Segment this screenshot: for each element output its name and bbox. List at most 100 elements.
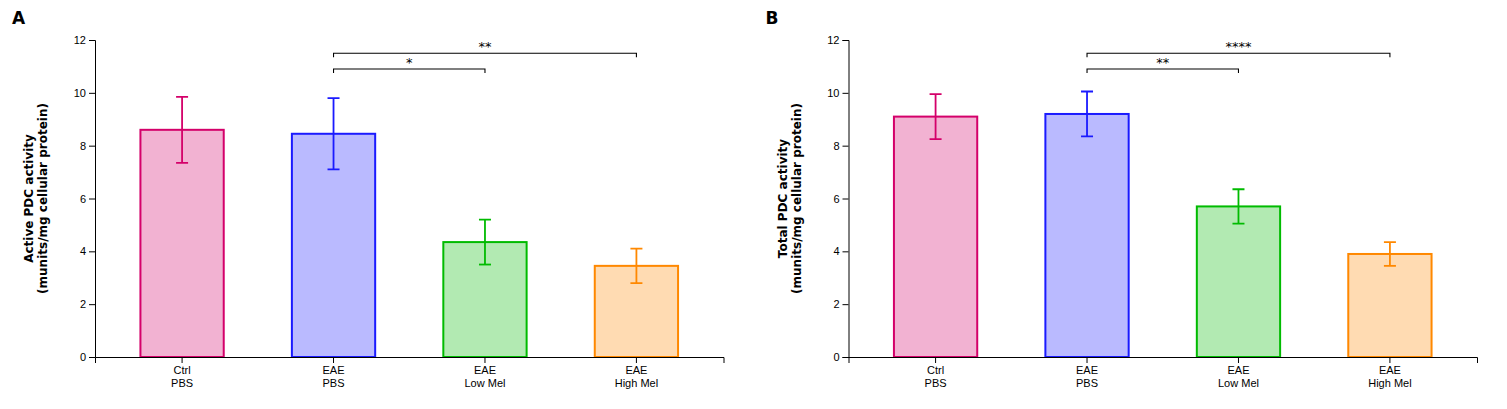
error-bar-line — [935, 94, 937, 139]
tick-mark — [89, 251, 95, 252]
bar — [894, 117, 977, 357]
y-axis-title: Active PDC activity(munits/mg cellular p… — [22, 103, 50, 294]
bar — [1348, 254, 1431, 357]
panel-title: B — [766, 8, 779, 28]
tick-label-line: Low Mel — [464, 377, 505, 389]
tick-mark — [1087, 357, 1088, 363]
tick-label: EAEPBS — [323, 364, 345, 389]
plot-area — [894, 53, 1432, 357]
significance-label: * — [406, 55, 413, 70]
tick-label-line: EAE — [474, 364, 496, 376]
error-bar-line — [636, 249, 638, 283]
y-tick: 12 — [74, 34, 95, 46]
y-tick: 2 — [833, 298, 848, 310]
tick-label: 8 — [833, 140, 839, 152]
tick-label-line: PBS — [171, 377, 193, 389]
tick-label-line: EAE — [323, 364, 345, 376]
tick-label-line: EAE — [1379, 364, 1401, 376]
error-bar-line — [479, 264, 491, 266]
error-bar-line — [333, 98, 335, 169]
tick-label: EAELow Mel — [1218, 364, 1259, 389]
x-tick: CtrlPBS — [925, 357, 947, 389]
significance-label: **** — [1225, 39, 1252, 54]
y-tick: 10 — [827, 87, 848, 99]
error-bar — [630, 249, 642, 283]
y-tick: 0 — [80, 351, 95, 363]
y-tick: 10 — [74, 87, 95, 99]
tick-label-line: PBS — [1076, 377, 1098, 389]
bar — [1045, 114, 1128, 357]
bar — [140, 130, 223, 357]
tick-label: 10 — [827, 87, 839, 99]
tick-mark — [843, 251, 849, 252]
chart-root: ***024681012CtrlPBSEAEPBSEAELow MelEAEHi… — [0, 0, 1507, 409]
tick-label-line: Ctrl — [927, 364, 944, 376]
x-axis: CtrlPBSEAEPBSEAELow MelEAEHigh Mel — [96, 357, 725, 389]
error-bar-line — [1384, 241, 1396, 243]
tick-label-line: EAE — [1076, 364, 1098, 376]
tick-label: 4 — [80, 245, 86, 257]
error-bar-line — [1086, 92, 1088, 137]
tick-mark — [89, 357, 95, 358]
tick-label: 12 — [827, 34, 839, 46]
x-axis: CtrlPBSEAEPBSEAELow MelEAEHigh Mel — [849, 357, 1478, 389]
tick-label: 0 — [833, 351, 839, 363]
tick-label-line: Low Mel — [1218, 377, 1259, 389]
tick-label: 2 — [80, 298, 86, 310]
tick-label: EAEPBS — [1076, 364, 1098, 389]
tick-mark — [484, 357, 485, 363]
tick-mark — [89, 93, 95, 94]
panel: ***024681012CtrlPBSEAEPBSEAELow MelEAEHi… — [12, 8, 724, 389]
error-bar — [479, 220, 491, 265]
tick-mark — [89, 199, 95, 200]
y-axis-title-line: (munits/mg cellular protein) — [36, 103, 50, 294]
error-bar-line — [328, 169, 340, 171]
x-tick: EAEHigh Mel — [1368, 357, 1411, 389]
tick-label: EAEHigh Mel — [615, 364, 658, 389]
y-tick: 8 — [833, 140, 848, 152]
error-bar-line — [484, 220, 486, 265]
tick-label: 4 — [833, 245, 839, 257]
y-axis: 0 2 4 6 8 10 12 — [74, 34, 96, 363]
error-bar-line — [1389, 242, 1391, 266]
y-axis-title-line: (munits/mg cellular protein) — [790, 103, 804, 294]
tick-label: 6 — [833, 193, 839, 205]
error-bar — [1232, 189, 1244, 223]
error-bar — [1384, 242, 1396, 266]
axis-line — [89, 41, 96, 358]
tick-label: EAEHigh Mel — [1368, 364, 1411, 389]
tick-label: 8 — [80, 140, 86, 152]
tick-label: 0 — [80, 351, 86, 363]
error-bar — [930, 94, 942, 139]
tick-label-line: Ctrl — [174, 364, 191, 376]
tick-label: 10 — [74, 87, 86, 99]
x-tick: EAEPBS — [1076, 357, 1098, 389]
error-bar-line — [930, 93, 942, 95]
tick-mark — [636, 357, 637, 363]
error-bar-line — [181, 97, 183, 163]
tick-mark — [935, 357, 936, 363]
tick-label: CtrlPBS — [171, 364, 193, 389]
tick-mark — [843, 93, 849, 94]
error-bar — [176, 97, 188, 163]
tick-label: 6 — [80, 193, 86, 205]
error-bar-line — [630, 248, 642, 250]
plot-area — [140, 53, 678, 357]
tick-label: 2 — [833, 298, 839, 310]
tick-label-line: PBS — [323, 377, 345, 389]
significance-label: ** — [1156, 55, 1170, 70]
tick-mark — [843, 199, 849, 200]
tick-mark — [843, 40, 849, 41]
y-tick: 12 — [827, 34, 848, 46]
y-tick: 8 — [80, 140, 95, 152]
x-tick: EAEHigh Mel — [615, 357, 658, 389]
y-tick: 6 — [833, 193, 848, 205]
axis-line — [843, 41, 850, 358]
tick-mark — [89, 146, 95, 147]
error-bar — [328, 98, 340, 169]
y-tick: 2 — [80, 298, 95, 310]
error-bar — [1081, 92, 1093, 137]
axis-line — [849, 358, 1478, 364]
tick-mark — [333, 357, 334, 363]
x-tick: EAEPBS — [323, 357, 345, 389]
